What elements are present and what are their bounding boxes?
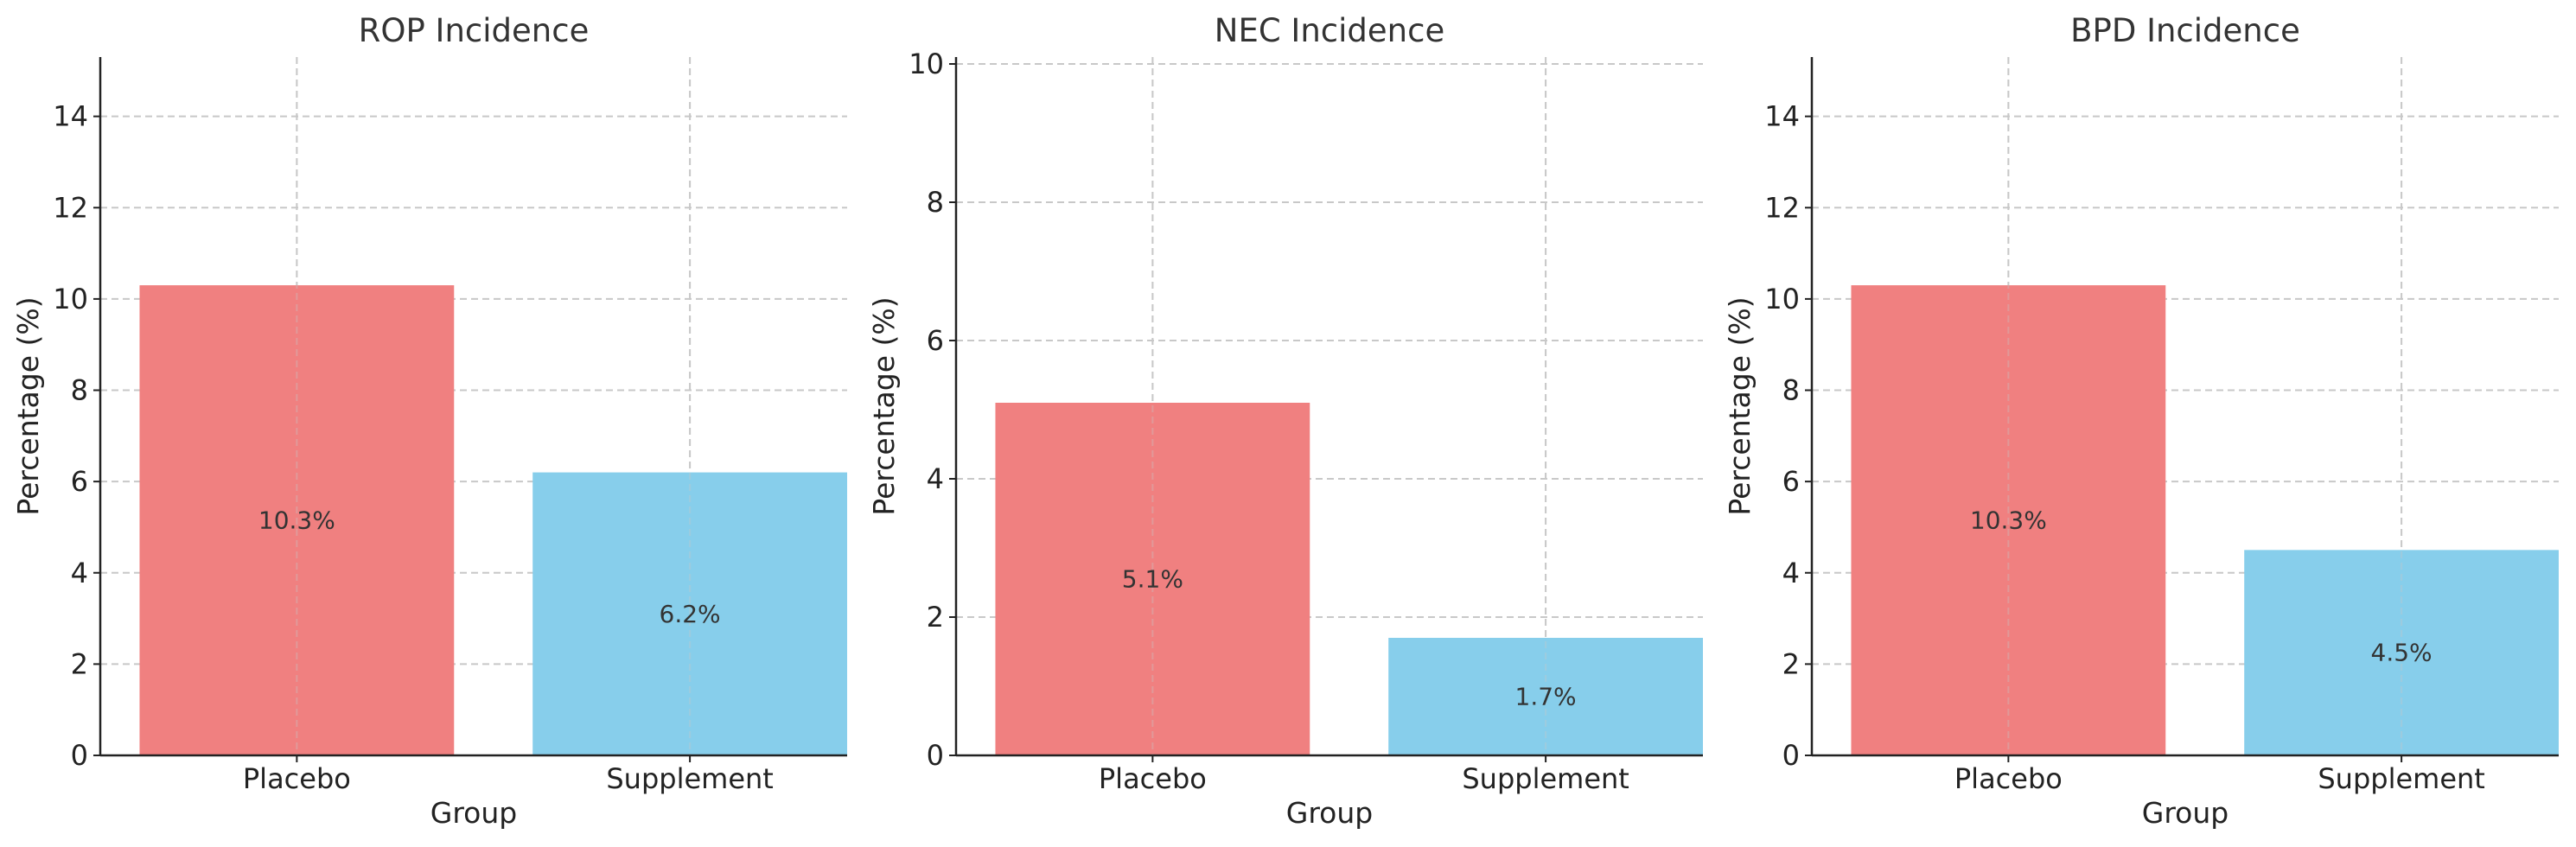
bar-placebo xyxy=(1851,285,2166,756)
y-tick-label: 8 xyxy=(1782,374,1800,407)
y-tick-label: 0 xyxy=(71,739,88,772)
y-tick-label: 8 xyxy=(71,374,88,407)
y-tick-label: 10 xyxy=(1764,283,1800,315)
bar-supplement xyxy=(532,472,847,755)
y-tick-label: 0 xyxy=(1782,739,1800,772)
y-tick-label: 6 xyxy=(71,465,88,498)
x-axis-label: Group xyxy=(1286,796,1373,830)
y-tick-label: 4 xyxy=(927,462,944,495)
x-tick-label: Supplement xyxy=(2318,762,2484,795)
y-tick-label: 2 xyxy=(927,601,944,634)
data-label: 10.3% xyxy=(258,506,335,535)
chart-panel-2: 5.1% 1.7% 0 2 4 6 8 10 Placebo Supplement NEC Inci… xyxy=(867,12,1703,830)
y-tick-label: 14 xyxy=(53,100,88,133)
chart-panel-1: 10.3% 6.2% 0 2 4 6 8 10 12 14 Placebo Supplement ROP… xyxy=(11,12,847,830)
y-tick-label: 10 xyxy=(909,48,944,80)
chart-title: ROP Incidence xyxy=(359,12,590,49)
data-label: 6.2% xyxy=(660,600,721,628)
y-axis-label: Percentage (%) xyxy=(867,296,901,515)
x-tick-label: Supplement xyxy=(606,762,773,795)
y-axis-label: Percentage (%) xyxy=(11,296,45,515)
y-tick-label: 2 xyxy=(1782,647,1800,680)
chart-title: NEC Incidence xyxy=(1215,12,1444,49)
data-label: 4.5% xyxy=(2371,639,2433,667)
y-tick-label: 6 xyxy=(927,324,944,357)
y-tick-label: 10 xyxy=(53,283,88,315)
x-axis-label: Group xyxy=(2142,796,2228,830)
x-tick-label: Placebo xyxy=(1954,762,2063,795)
x-axis-label: Group xyxy=(430,796,517,830)
data-label: 5.1% xyxy=(1122,565,1183,594)
y-tick-label: 6 xyxy=(1782,465,1800,498)
y-tick-label: 12 xyxy=(1764,191,1800,224)
x-tick-label: Supplement xyxy=(1462,762,1629,795)
data-label: 1.7% xyxy=(1515,683,1577,711)
y-tick-label: 4 xyxy=(1782,557,1800,589)
y-tick-label: 12 xyxy=(53,191,88,224)
bar-supplement xyxy=(1388,638,1703,755)
chart-panel-3: 10.3% 4.5% 0 2 4 6 8 10 12 14 Placebo Supplement BPD… xyxy=(1723,12,2559,830)
bar-supplement xyxy=(2244,550,2559,755)
y-tick-label: 8 xyxy=(927,186,944,219)
y-tick-label: 4 xyxy=(71,557,88,589)
bar-placebo xyxy=(139,285,455,756)
y-tick-label: 14 xyxy=(1764,100,1800,133)
bar-placebo xyxy=(995,403,1310,755)
data-label: 10.3% xyxy=(1970,506,2047,535)
x-tick-label: Placebo xyxy=(1099,762,1207,795)
y-tick-label: 0 xyxy=(927,739,944,772)
y-axis-label: Percentage (%) xyxy=(1723,296,1757,515)
y-tick-label: 2 xyxy=(71,647,88,680)
chart-title: BPD Incidence xyxy=(2070,12,2300,49)
x-tick-label: Placebo xyxy=(243,762,351,795)
